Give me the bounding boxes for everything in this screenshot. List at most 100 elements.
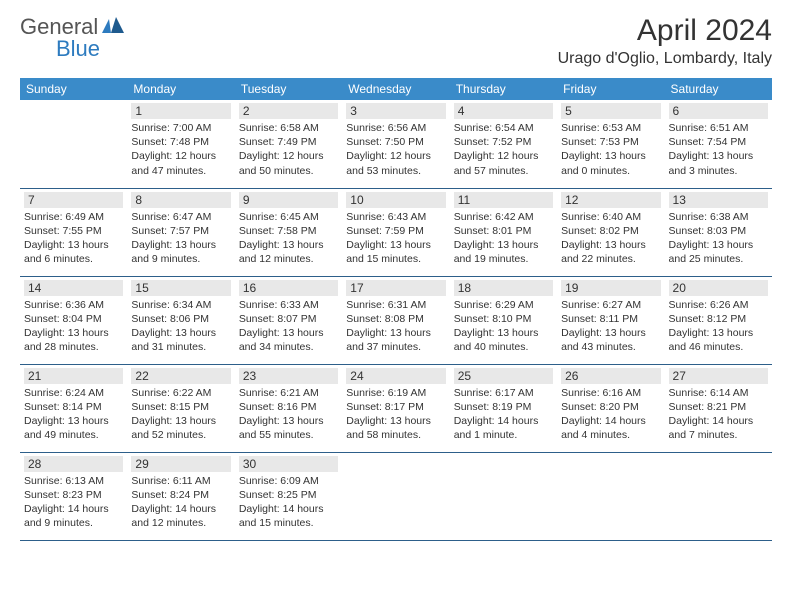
day-number: 16 (239, 280, 338, 296)
day-number: 9 (239, 192, 338, 208)
day-sunset: Sunset: 8:01 PM (454, 224, 553, 238)
day-daylight2: and 12 minutes. (239, 252, 338, 266)
day-sunset: Sunset: 8:25 PM (239, 488, 338, 502)
day-daylight2: and 46 minutes. (669, 340, 768, 354)
day-header-friday: Friday (557, 78, 664, 100)
day-info: Sunrise: 6:13 AMSunset: 8:23 PMDaylight:… (24, 474, 123, 531)
day-info: Sunrise: 6:45 AMSunset: 7:58 PMDaylight:… (239, 210, 338, 267)
day-sunset: Sunset: 8:11 PM (561, 312, 660, 326)
day-info: Sunrise: 6:14 AMSunset: 8:21 PMDaylight:… (669, 386, 768, 443)
day-sunrise: Sunrise: 6:42 AM (454, 210, 553, 224)
day-cell: 17 Sunrise: 6:31 AMSunset: 8:08 PMDayligh… (342, 276, 449, 364)
day-info: Sunrise: 6:53 AMSunset: 7:53 PMDaylight:… (561, 121, 660, 178)
day-cell: 8Sunrise: 6:47 AMSunset: 7:57 PMDaylight… (127, 188, 234, 276)
day-cell: 27Sunrise: 6:14 AMSunset: 8:21 PMDayligh… (665, 364, 772, 452)
month-title: April 2024 (558, 14, 772, 48)
day-sunset: Sunset: 8:02 PM (561, 224, 660, 238)
day-daylight2: and 55 minutes. (239, 428, 338, 442)
day-info: Sunrise: 6:58 AMSunset: 7:49 PMDaylight:… (239, 121, 338, 178)
day-sunset: Sunset: 7:55 PM (24, 224, 123, 238)
day-sunset: Sunset: 7:57 PM (131, 224, 230, 238)
day-info: Sunrise: 6:51 AMSunset: 7:54 PMDaylight:… (669, 121, 768, 178)
day-daylight1: Daylight: 14 hours (561, 414, 660, 428)
day-daylight2: and 49 minutes. (24, 428, 123, 442)
day-daylight1: Daylight: 13 hours (346, 238, 445, 252)
day-info: Sunrise: 6:34 AMSunset: 8:06 PMDaylight:… (131, 298, 230, 355)
day-daylight1: Daylight: 14 hours (669, 414, 768, 428)
day-sunrise: Sunrise: 6:09 AM (239, 474, 338, 488)
day-sunset: Sunset: 7:53 PM (561, 135, 660, 149)
day-info: Sunrise: 6:09 AMSunset: 8:25 PMDaylight:… (239, 474, 338, 531)
day-sunrise: Sunrise: 6:21 AM (239, 386, 338, 400)
day-daylight2: and 9 minutes. (24, 516, 123, 530)
day-cell: 7Sunrise: 6:49 AMSunset: 7:55 PMDaylight… (20, 188, 127, 276)
day-number: 13 (669, 192, 768, 208)
day-sunset: Sunset: 8:06 PM (131, 312, 230, 326)
day-daylight1: Daylight: 13 hours (131, 238, 230, 252)
day-daylight1: Daylight: 14 hours (131, 502, 230, 516)
day-cell: 19Sunrise: 6:27 AMSunset: 8:11 PMDayligh… (557, 276, 664, 364)
day-info: Sunrise: 6:38 AMSunset: 8:03 PMDaylight:… (669, 210, 768, 267)
day-number: 30 (239, 456, 338, 472)
day-cell: 3Sunrise: 6:56 AMSunset: 7:50 PMDaylight… (342, 100, 449, 188)
day-number: 17 (346, 280, 445, 296)
day-cell: 28Sunrise: 6:13 AMSunset: 8:23 PMDayligh… (20, 452, 127, 540)
day-cell: 21Sunrise: 6:24 AMSunset: 8:14 PMDayligh… (20, 364, 127, 452)
day-daylight1: Daylight: 13 hours (669, 326, 768, 340)
header: General Blue April 2024 Urago d'Oglio, L… (20, 14, 772, 68)
day-number: 1 (131, 103, 230, 119)
day-info: Sunrise: 6:31 AMSunset: 8:08 PMDaylight:… (346, 298, 445, 355)
day-sunrise: Sunrise: 6:40 AM (561, 210, 660, 224)
day-number: 18 (454, 280, 553, 296)
day-info: Sunrise: 6:26 AMSunset: 8:12 PMDaylight:… (669, 298, 768, 355)
day-cell: 5 Sunrise: 6:53 AMSunset: 7:53 PMDaylight… (557, 100, 664, 188)
day-daylight2: and 47 minutes. (131, 164, 230, 178)
week-row: 21Sunrise: 6:24 AMSunset: 8:14 PMDayligh… (20, 364, 772, 452)
day-cell: 26Sunrise: 6:16 AMSunset: 8:20 PMDayligh… (557, 364, 664, 452)
day-sunset: Sunset: 8:03 PM (669, 224, 768, 238)
day-sunset: Sunset: 8:17 PM (346, 400, 445, 414)
day-info: Sunrise: 6:11 AMSunset: 8:24 PMDaylight:… (131, 474, 230, 531)
day-number: 29 (131, 456, 230, 472)
day-sunset: Sunset: 8:14 PM (24, 400, 123, 414)
day-sunrise: Sunrise: 6:11 AM (131, 474, 230, 488)
day-sunrise: Sunrise: 6:58 AM (239, 121, 338, 135)
day-number: 4 (454, 103, 553, 119)
day-daylight2: and 57 minutes. (454, 164, 553, 178)
day-number: 8 (131, 192, 230, 208)
day-sunset: Sunset: 8:21 PM (669, 400, 768, 414)
day-number: 2 (239, 103, 338, 119)
day-sunrise: Sunrise: 6:34 AM (131, 298, 230, 312)
day-info: Sunrise: 6:27 AMSunset: 8:11 PMDaylight:… (561, 298, 660, 355)
day-daylight2: and 31 minutes. (131, 340, 230, 354)
day-sunrise: Sunrise: 6:22 AM (131, 386, 230, 400)
day-daylight1: Daylight: 14 hours (24, 502, 123, 516)
day-sunrise: Sunrise: 6:49 AM (24, 210, 123, 224)
day-sunset: Sunset: 8:20 PM (561, 400, 660, 414)
day-number: 5 (561, 103, 660, 119)
day-info: Sunrise: 6:17 AMSunset: 8:19 PMDaylight:… (454, 386, 553, 443)
day-header-thursday: Thursday (450, 78, 557, 100)
week-row: 28Sunrise: 6:13 AMSunset: 8:23 PMDayligh… (20, 452, 772, 540)
calendar-table: Sunday Monday Tuesday Wednesday Thursday… (20, 78, 772, 541)
day-header-saturday: Saturday (665, 78, 772, 100)
day-daylight1: Daylight: 13 hours (24, 326, 123, 340)
day-info: Sunrise: 6:49 AMSunset: 7:55 PMDaylight:… (24, 210, 123, 267)
day-number: 25 (454, 368, 553, 384)
day-daylight2: and 1 minute. (454, 428, 553, 442)
day-sunset: Sunset: 8:23 PM (24, 488, 123, 502)
title-block: April 2024 Urago d'Oglio, Lombardy, Ital… (558, 14, 772, 68)
day-daylight1: Daylight: 13 hours (24, 238, 123, 252)
day-sunset: Sunset: 8:12 PM (669, 312, 768, 326)
day-daylight2: and 25 minutes. (669, 252, 768, 266)
empty-cell (557, 452, 664, 540)
day-cell: 24Sunrise: 6:19 AMSunset: 8:17 PMDayligh… (342, 364, 449, 452)
day-sunset: Sunset: 7:58 PM (239, 224, 338, 238)
day-sunrise: Sunrise: 6:31 AM (346, 298, 445, 312)
day-daylight2: and 22 minutes. (561, 252, 660, 266)
day-cell: 4Sunrise: 6:54 AMSunset: 7:52 PMDaylight… (450, 100, 557, 188)
day-sunset: Sunset: 8:08 PM (346, 312, 445, 326)
day-header-sunday: Sunday (20, 78, 127, 100)
day-sunset: Sunset: 8:24 PM (131, 488, 230, 502)
day-sunset: Sunset: 7:49 PM (239, 135, 338, 149)
